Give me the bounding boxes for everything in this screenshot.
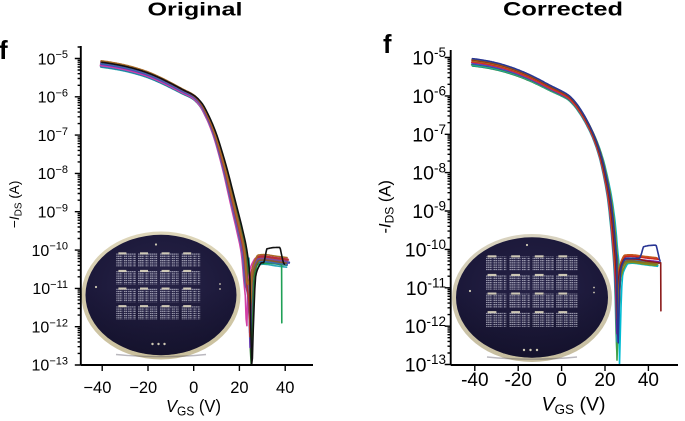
svg-text:VGS (V): VGS (V): [166, 395, 221, 418]
svg-text:10-10: 10-10: [405, 237, 446, 261]
svg-text:-IDS (A): -IDS (A): [377, 180, 397, 233]
svg-text:Original: Original: [148, 0, 243, 20]
svg-text:20: 20: [230, 379, 248, 397]
svg-text:0: 0: [189, 379, 198, 397]
svg-text:10-8: 10-8: [412, 160, 446, 184]
svg-text:40: 40: [638, 370, 659, 391]
svg-text:-40: -40: [461, 370, 488, 391]
svg-text:0: 0: [556, 370, 567, 391]
svg-text:20: 20: [594, 370, 615, 391]
svg-text:40: 40: [276, 379, 294, 397]
svg-text:VGS (V): VGS (V): [542, 394, 606, 418]
svg-text:−40: −40: [83, 379, 111, 397]
svg-text:f: f: [0, 35, 8, 65]
svg-text:−20: −20: [129, 379, 157, 397]
svg-text:Corrected: Corrected: [503, 0, 623, 20]
svg-text:f: f: [383, 31, 392, 59]
svg-text:-20: -20: [504, 370, 531, 391]
